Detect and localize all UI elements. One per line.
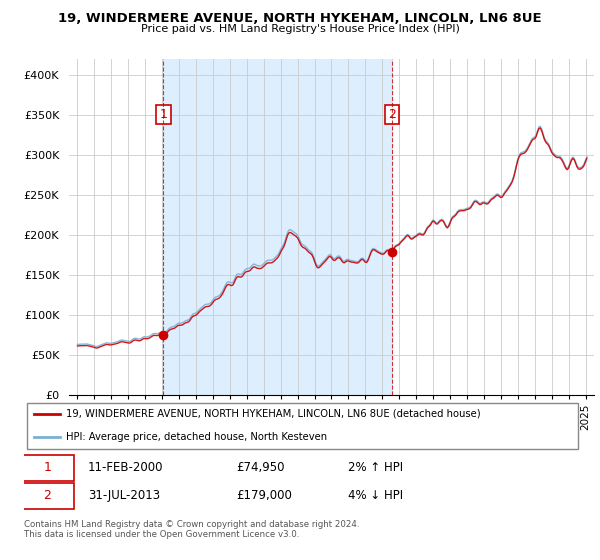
Text: 1: 1 — [43, 461, 52, 474]
Text: HPI: Average price, detached house, North Kesteven: HPI: Average price, detached house, Nort… — [66, 432, 327, 442]
Text: Contains HM Land Registry data © Crown copyright and database right 2024.
This d: Contains HM Land Registry data © Crown c… — [24, 520, 359, 539]
Bar — [163, 59, 392, 395]
Text: £179,000: £179,000 — [236, 489, 292, 502]
Text: Price paid vs. HM Land Registry's House Price Index (HPI): Price paid vs. HM Land Registry's House … — [140, 24, 460, 34]
FancyBboxPatch shape — [21, 455, 74, 480]
FancyBboxPatch shape — [27, 403, 578, 449]
Text: 19, WINDERMERE AVENUE, NORTH HYKEHAM, LINCOLN, LN6 8UE (detached house): 19, WINDERMERE AVENUE, NORTH HYKEHAM, LI… — [66, 409, 481, 419]
Text: £74,950: £74,950 — [236, 461, 284, 474]
Text: 31-JUL-2013: 31-JUL-2013 — [88, 489, 160, 502]
FancyBboxPatch shape — [21, 483, 74, 509]
Text: 1: 1 — [160, 108, 167, 122]
Text: 2: 2 — [388, 108, 396, 122]
Text: 11-FEB-2000: 11-FEB-2000 — [88, 461, 164, 474]
Text: 4% ↓ HPI: 4% ↓ HPI — [347, 489, 403, 502]
Text: 19, WINDERMERE AVENUE, NORTH HYKEHAM, LINCOLN, LN6 8UE: 19, WINDERMERE AVENUE, NORTH HYKEHAM, LI… — [58, 12, 542, 25]
Text: 2: 2 — [43, 489, 52, 502]
Text: 2% ↑ HPI: 2% ↑ HPI — [347, 461, 403, 474]
